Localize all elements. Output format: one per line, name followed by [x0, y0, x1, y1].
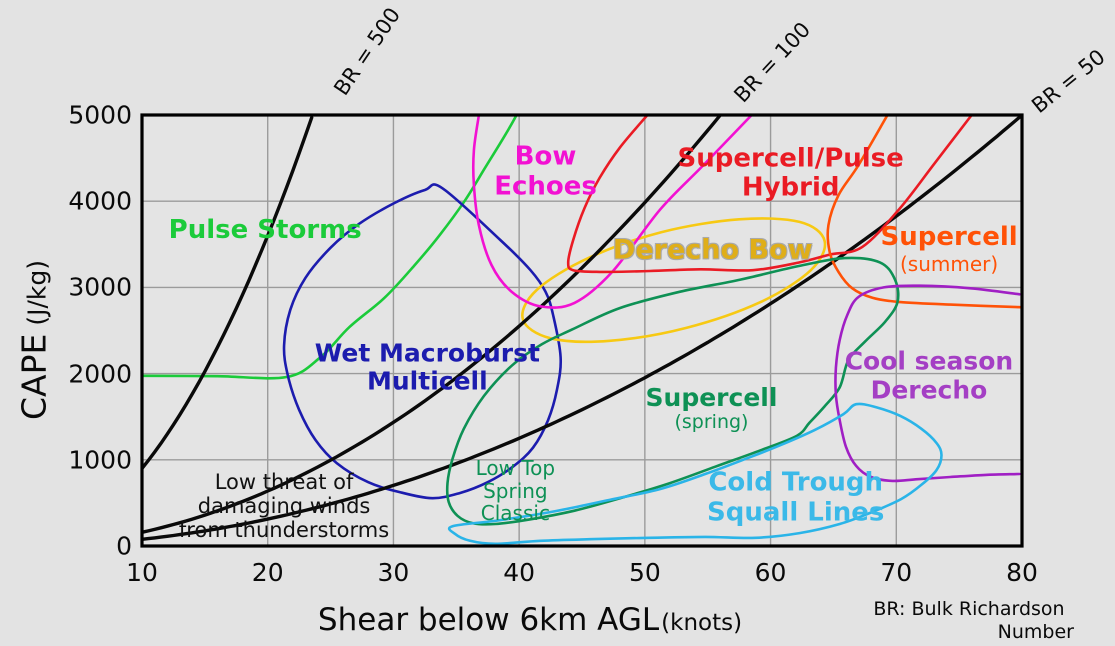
region-outline-supercell-pulse-hybrid — [566, 115, 973, 274]
region-outline-supercell-summer — [826, 115, 1022, 309]
plot-border — [140, 113, 1024, 548]
region-outline-cold-trough-squall-lines — [447, 402, 943, 546]
br-curve-500 — [142, 115, 314, 471]
region-outline-wet-macroburst-multicell — [282, 183, 563, 500]
region-outline-supercell-spring — [445, 256, 900, 526]
br-curve-100 — [142, 115, 722, 534]
br-curve-50 — [142, 115, 1022, 541]
region-outline-pulse-storms — [142, 115, 518, 380]
region-outline-derecho-bow — [521, 217, 827, 344]
region-outline-bow-echoes — [471, 115, 753, 309]
region-outline-cool-season-derecho — [834, 284, 1021, 483]
region-curves — [142, 115, 1022, 546]
